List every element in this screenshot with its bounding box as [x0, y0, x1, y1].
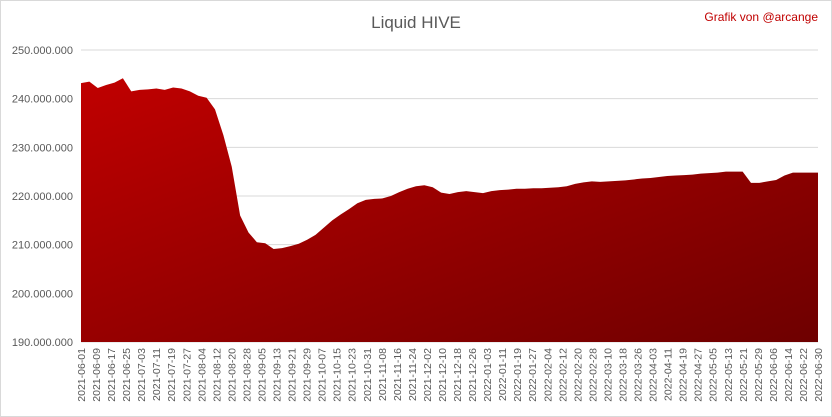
- x-tick-label: 2021-12-02: [422, 348, 434, 402]
- x-tick-label: 2022-01-27: [527, 348, 539, 402]
- x-tick-label: 2021-06-25: [121, 348, 133, 402]
- x-tick-label: 2021-11-24: [407, 348, 419, 401]
- x-tick-label: 2022-04-11: [663, 348, 675, 401]
- x-tick-label: 2021-08-20: [226, 348, 238, 402]
- x-tick-label: 2022-05-13: [723, 348, 735, 402]
- y-tick-label: 210.000.000: [12, 240, 73, 252]
- x-tick-label: 2021-12-10: [437, 348, 449, 402]
- x-tick-label: 2022-02-12: [557, 348, 569, 402]
- chart-credit: Grafik von @arcange: [704, 10, 818, 24]
- x-tick-label: 2022-06-06: [768, 348, 780, 402]
- x-tick-label: 2022-05-21: [738, 348, 750, 402]
- x-tick-label: 2021-10-15: [332, 348, 344, 402]
- x-tick-label: 2021-07-11: [151, 348, 163, 401]
- x-tick-label: 2022-02-04: [542, 348, 554, 402]
- x-tick-label: 2022-01-11: [497, 348, 509, 401]
- x-tick-label: 2021-09-13: [272, 348, 284, 402]
- x-tick-label: 2021-08-12: [211, 348, 223, 402]
- x-tick-label: 2022-02-28: [587, 348, 599, 402]
- x-tick-label: 2022-04-27: [693, 348, 705, 402]
- chart-title: Liquid HIVE: [371, 13, 461, 32]
- x-tick-label: 2022-03-18: [617, 348, 629, 402]
- x-tick-label: 2022-05-29: [753, 348, 765, 402]
- x-tick-label: 2021-11-08: [377, 348, 389, 401]
- x-tick-label: 2022-05-05: [708, 348, 720, 402]
- x-tick-label: 2021-12-26: [467, 348, 479, 402]
- x-tick-label: 2021-10-07: [317, 348, 329, 402]
- series-area: [81, 78, 818, 342]
- y-tick-label: 190.000.000: [12, 337, 73, 349]
- y-tick-label: 240.000.000: [12, 94, 73, 106]
- x-axis-ticks: 2021-06-01 2021-06-09 2021-06-17 2021-06-25…: [76, 348, 825, 402]
- x-tick-label: 2022-06-22: [798, 348, 810, 402]
- x-tick-label: 2022-04-19: [678, 348, 690, 402]
- x-tick-label: 2022-01-03: [482, 348, 494, 402]
- x-tick-label: 2021-07-19: [166, 348, 178, 402]
- y-tick-label: 250.000.000: [12, 45, 73, 57]
- liquid-hive-area: [81, 78, 818, 342]
- y-tick-label: 230.000.000: [12, 142, 73, 154]
- x-tick-label: 2021-09-05: [256, 348, 268, 402]
- x-tick-label: 2022-03-26: [633, 348, 645, 402]
- x-tick-label: 2021-09-29: [302, 348, 314, 402]
- x-tick-label: 2021-12-18: [452, 348, 464, 402]
- x-tick-label: 2022-03-10: [602, 348, 614, 402]
- x-tick-label: 2021-07-03: [136, 348, 148, 402]
- y-tick-label: 220.000.000: [12, 191, 73, 203]
- x-tick-label: 2021-09-21: [287, 348, 299, 402]
- x-tick-label: 2022-01-19: [512, 348, 524, 402]
- y-axis-ticks: 190.000.000 200.000.000 210.000.000 220.000…: [12, 45, 73, 349]
- x-tick-label: 2021-06-17: [106, 348, 118, 402]
- x-tick-label: 2021-08-04: [196, 348, 208, 402]
- x-tick-label: 2021-11-16: [392, 348, 404, 401]
- x-tick-label: 2022-02-20: [572, 348, 584, 402]
- x-tick-label: 2022-06-14: [783, 348, 795, 402]
- x-tick-label: 2021-10-31: [362, 348, 374, 402]
- x-tick-label: 2021-06-09: [91, 348, 103, 402]
- x-tick-label: 2021-07-27: [181, 348, 193, 402]
- x-tick-label: 2022-06-30: [813, 348, 825, 402]
- x-tick-label: 2022-04-03: [648, 348, 660, 402]
- x-tick-label: 2021-06-01: [76, 348, 88, 402]
- x-tick-label: 2021-10-23: [347, 348, 359, 402]
- y-tick-label: 200.000.000: [12, 288, 73, 300]
- x-tick-label: 2021-08-28: [241, 348, 253, 402]
